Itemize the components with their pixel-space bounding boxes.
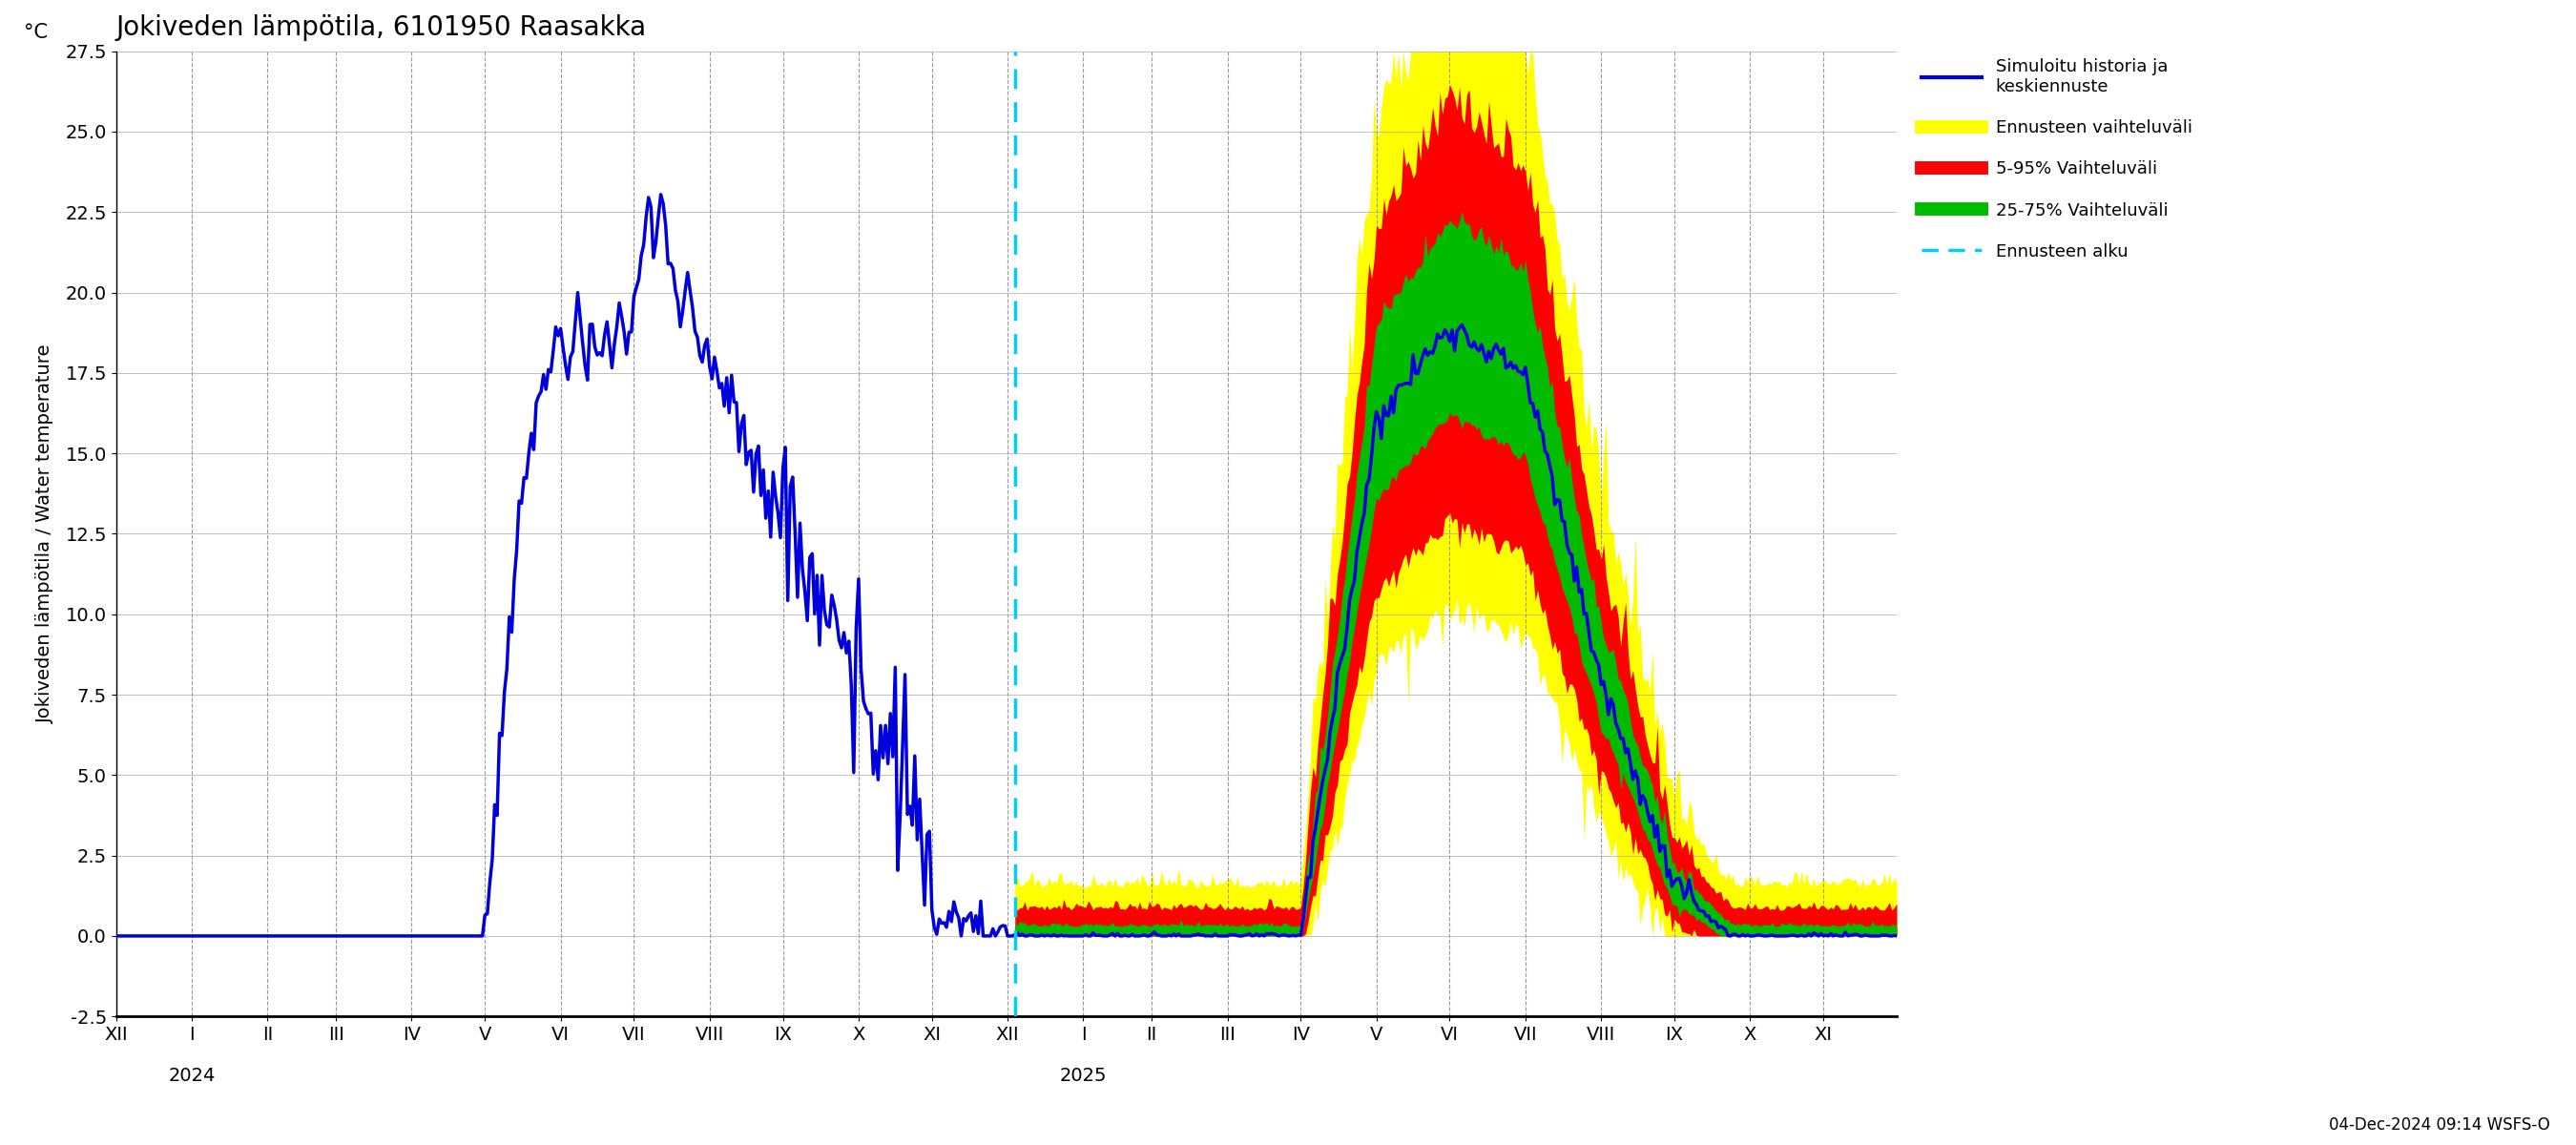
Text: 04-Dec-2024 09:14 WSFS-O: 04-Dec-2024 09:14 WSFS-O xyxy=(2329,1116,2550,1134)
Y-axis label: Jokiveden lämpötila / Water temperature: Jokiveden lämpötila / Water temperature xyxy=(36,345,54,724)
Text: 2025: 2025 xyxy=(1059,1067,1108,1085)
Text: °C: °C xyxy=(23,23,49,41)
Legend: Simuloitu historia ja
keskiennuste, Ennusteen vaihteluväli, 5-95% Vaihteluväli, : Simuloitu historia ja keskiennuste, Ennu… xyxy=(1914,52,2200,267)
Text: 2024: 2024 xyxy=(167,1067,216,1085)
Text: Jokiveden lämpötila, 6101950 Raasakka: Jokiveden lämpötila, 6101950 Raasakka xyxy=(116,14,647,41)
